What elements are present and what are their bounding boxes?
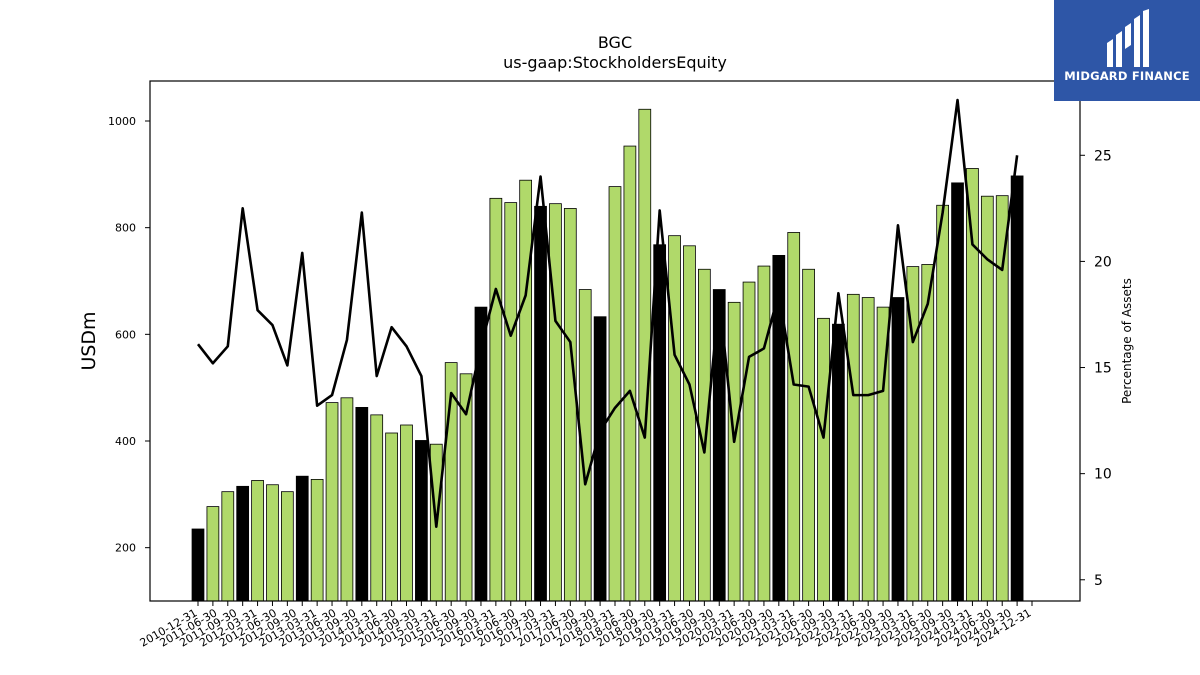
bar xyxy=(936,204,950,602)
bar xyxy=(385,432,398,602)
bar xyxy=(549,203,562,602)
bar xyxy=(742,281,756,602)
bar xyxy=(310,478,324,602)
logo-text: MIDGARD FINANCE xyxy=(1064,69,1190,83)
bar xyxy=(861,297,875,602)
bar xyxy=(400,424,413,602)
bar xyxy=(995,195,1009,602)
bar xyxy=(415,440,428,602)
bar-series xyxy=(191,108,1024,602)
bar xyxy=(370,414,384,602)
y2-tick-label: 5 xyxy=(1094,573,1103,589)
bar xyxy=(608,186,622,602)
y-tick-label: 800 xyxy=(115,222,136,235)
bar xyxy=(891,297,905,602)
bar xyxy=(846,293,860,602)
bar xyxy=(489,197,503,602)
bar xyxy=(266,484,279,602)
y2-axis-label: Percentage of Assets xyxy=(1120,278,1134,404)
x-axis: 2010-12-312011-06-302011-09-302012-03-31… xyxy=(138,601,1034,650)
bar xyxy=(787,232,801,602)
y2-tick-label: 15 xyxy=(1094,361,1112,377)
bar xyxy=(1010,175,1024,602)
bar xyxy=(727,301,741,602)
bar xyxy=(683,245,696,602)
bar xyxy=(206,506,220,602)
left-axis: 200 400 600 800 1000 xyxy=(108,115,150,555)
bar xyxy=(832,323,845,602)
bar xyxy=(951,182,964,602)
bar xyxy=(221,491,235,602)
bar xyxy=(295,475,309,602)
bar xyxy=(340,397,354,602)
percentage-line xyxy=(196,98,1019,529)
bar xyxy=(593,316,607,602)
bar xyxy=(563,208,577,602)
bar xyxy=(280,491,294,602)
bar xyxy=(802,268,815,602)
bar xyxy=(757,265,771,602)
brand-logo: MIDGARD FINANCE xyxy=(1054,0,1200,101)
y-tick-label: 400 xyxy=(115,435,136,448)
right-axis: 5 10 15 20 25 xyxy=(1080,148,1112,589)
bar xyxy=(817,317,830,602)
bar xyxy=(653,244,667,602)
y-tick-label: 1000 xyxy=(108,115,136,128)
bar xyxy=(325,402,339,602)
bar xyxy=(355,406,369,602)
y2-tick-label: 10 xyxy=(1094,467,1112,483)
y2-tick-label: 20 xyxy=(1094,254,1112,270)
y-axis-label: USDm xyxy=(78,311,100,370)
bar xyxy=(251,480,264,602)
bar xyxy=(668,235,681,602)
bar xyxy=(504,202,518,602)
y-tick-label: 200 xyxy=(115,542,136,555)
bar xyxy=(623,145,637,602)
y-tick-label: 600 xyxy=(115,328,136,341)
line-series xyxy=(196,98,1019,529)
chart-title: BGC xyxy=(598,33,632,52)
chart-subtitle: us-gaap:StockholdersEquity xyxy=(503,53,727,72)
bar xyxy=(236,485,250,602)
bar xyxy=(191,528,205,602)
bar xyxy=(534,205,547,602)
bar xyxy=(519,179,533,602)
y2-tick-label: 25 xyxy=(1094,148,1112,164)
midgard-logo-icon xyxy=(1107,9,1149,67)
